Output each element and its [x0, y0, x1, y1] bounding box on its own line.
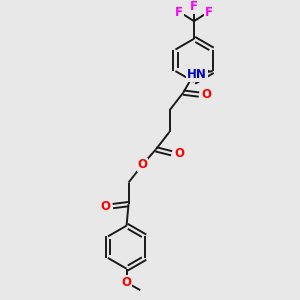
Text: O: O — [137, 158, 147, 172]
Text: O: O — [202, 88, 212, 101]
Text: O: O — [100, 200, 110, 213]
Text: HN: HN — [187, 68, 207, 82]
Text: O: O — [174, 147, 184, 160]
Text: F: F — [205, 6, 213, 19]
Text: O: O — [122, 276, 132, 289]
Text: F: F — [190, 0, 198, 13]
Text: F: F — [176, 6, 183, 19]
